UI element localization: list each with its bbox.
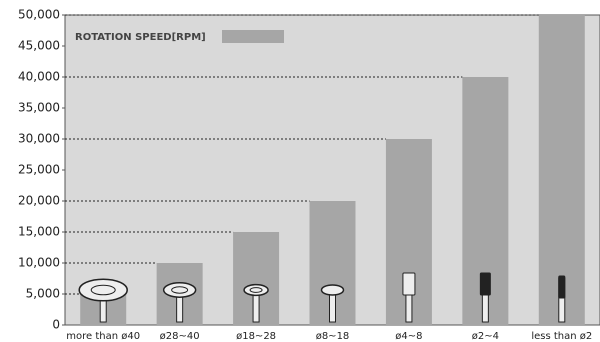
y-tick-label: 5,000 xyxy=(26,287,60,301)
x-tick-label: ø18~28 xyxy=(236,331,276,342)
y-tick-label: 15,000 xyxy=(18,225,60,239)
legend-swatch xyxy=(222,30,284,43)
x-tick-label: more than ø40 xyxy=(66,331,140,342)
x-tick-label: ø2~4 xyxy=(472,331,499,342)
y-tick-label: 30,000 xyxy=(18,132,60,146)
tool-icon xyxy=(479,272,491,323)
tool-part xyxy=(479,272,491,296)
y-tick-label: 40,000 xyxy=(18,70,60,84)
y-tick-label: 25,000 xyxy=(18,163,60,177)
tool-part xyxy=(243,283,269,297)
tool-part xyxy=(171,286,189,294)
x-tick-label: ø8~18 xyxy=(316,331,350,342)
tool-part xyxy=(78,278,128,302)
tool-icon xyxy=(320,284,345,323)
tool-icon xyxy=(243,283,269,323)
tool-part xyxy=(90,284,116,296)
y-tick-label: 20,000 xyxy=(18,194,60,208)
tool-part xyxy=(402,272,416,296)
y-tick-label: 45,000 xyxy=(18,39,60,53)
x-tick-label: ø4~8 xyxy=(395,331,422,342)
tool-icon xyxy=(162,282,197,323)
bar xyxy=(538,15,585,325)
tool-icon xyxy=(402,272,416,323)
y-tick-label: 50,000 xyxy=(18,8,60,22)
x-tick-label: ø28~40 xyxy=(160,331,200,342)
tool-part xyxy=(558,275,566,299)
y-tick-label: 35,000 xyxy=(18,101,60,115)
tool-part xyxy=(162,282,197,298)
tool-part xyxy=(249,287,263,293)
tool-icon xyxy=(78,278,128,323)
tool-part xyxy=(320,284,345,296)
y-tick-label: 10,000 xyxy=(18,256,60,270)
legend-label: ROTATION SPEED[RPM] xyxy=(75,32,206,43)
y-tick-label: 0 xyxy=(52,318,60,332)
x-tick-label: less than ø2 xyxy=(531,331,592,342)
tool-icon xyxy=(558,275,566,323)
